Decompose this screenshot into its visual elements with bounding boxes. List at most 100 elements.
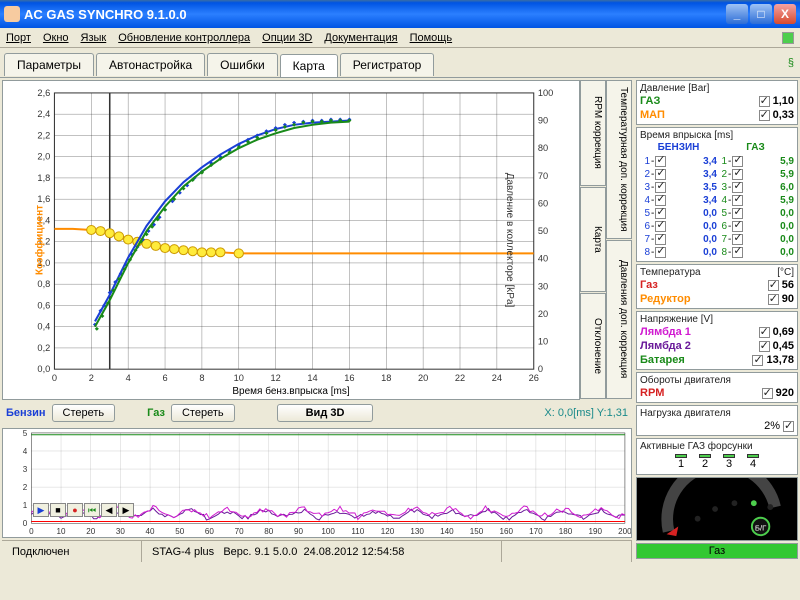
svg-text:150: 150 (470, 527, 484, 536)
main-chart[interactable]: Коэффициент Давление в коллекторе [kPa] … (2, 80, 580, 400)
status-extra (502, 541, 632, 562)
svg-text:90: 90 (294, 527, 304, 536)
view-3d-button[interactable]: Вид 3D (277, 404, 374, 422)
record-button[interactable]: ● (67, 503, 83, 517)
tab-Ошибки[interactable]: Ошибки (207, 53, 278, 76)
svg-text:0: 0 (538, 364, 543, 374)
lambda1-value: 0,69 (773, 325, 794, 339)
battery-value: 13,78 (766, 353, 794, 367)
step-back-button[interactable]: ◀ (101, 503, 117, 517)
menu-Порт[interactable]: Порт (6, 32, 31, 44)
menu-Язык[interactable]: Язык (81, 32, 107, 44)
temperature-panel: Температура[°C] Газ56 Редуктор90 (636, 264, 798, 309)
menu-Опции 3D[interactable]: Опции 3D (262, 32, 312, 44)
tab-Параметры[interactable]: Параметры (4, 53, 94, 76)
svg-text:10: 10 (57, 527, 67, 536)
maximize-button[interactable]: □ (750, 4, 772, 24)
svg-text:16: 16 (344, 373, 354, 383)
battery-label: Батарея (640, 353, 685, 367)
vtab-Карта[interactable]: Карта (580, 187, 606, 293)
svg-text:0,6: 0,6 (37, 301, 50, 311)
menu-Окно[interactable]: Окно (43, 32, 69, 44)
svg-text:2,2: 2,2 (37, 131, 50, 141)
gauge[interactable]: Б/Г (636, 477, 798, 541)
voltage-panel: Напряжение [V] Лямбда 10,69 Лямбда 20,45… (636, 311, 798, 370)
pressure-map-label: МАП (640, 108, 665, 122)
close-button[interactable]: X (774, 4, 796, 24)
menu-Документация[interactable]: Документация (324, 32, 397, 44)
vtab-RPM коррекция[interactable]: RPM коррекция (580, 80, 606, 186)
battery-checkbox[interactable] (752, 355, 763, 366)
lambda2-checkbox[interactable] (759, 341, 770, 352)
svg-text:170: 170 (529, 527, 543, 536)
x-axis-label: Время бенз.впрыска [ms] (232, 386, 349, 397)
svg-text:0,2: 0,2 (37, 343, 50, 353)
svg-text:0: 0 (23, 519, 28, 528)
tab-Автонастройка[interactable]: Автонастройка (96, 53, 205, 76)
svg-text:18: 18 (381, 373, 391, 383)
svg-text:0,0: 0,0 (37, 364, 50, 374)
svg-text:2,4: 2,4 (37, 109, 50, 119)
svg-text:20: 20 (418, 373, 428, 383)
strip-playback-controls: ▶ ■ ● ⏮ ◀ ▶ (33, 503, 134, 517)
menu-Обновление контроллера[interactable]: Обновление контроллера (118, 32, 250, 44)
y-axis-left-label: Коэффициент (35, 205, 46, 275)
svg-text:80: 80 (538, 143, 548, 153)
temp-red-value: 90 (782, 292, 794, 306)
lambda1-label: Лямбда 1 (640, 325, 691, 339)
pressure-map-value: 0,33 (773, 108, 794, 122)
vtab-Температурная доп. коррекция[interactable]: Температурная доп. коррекция (606, 80, 632, 239)
menu-Помощь[interactable]: Помощь (410, 32, 453, 44)
rpm-checkbox[interactable] (762, 388, 773, 399)
svg-text:200: 200 (618, 527, 631, 536)
vtab-Давления доп. коррекция[interactable]: Давления доп. коррекция (606, 240, 632, 399)
step-fwd-button[interactable]: ▶ (118, 503, 134, 517)
injectors-panel: Активные ГАЗ форсунки 1234 (636, 438, 798, 475)
svg-text:180: 180 (559, 527, 573, 536)
svg-text:8: 8 (199, 373, 204, 383)
svg-text:14: 14 (307, 373, 317, 383)
gas-indicator: Газ (636, 543, 798, 559)
svg-text:5: 5 (23, 429, 28, 438)
svg-text:30: 30 (116, 527, 126, 536)
pressure-map-checkbox[interactable] (759, 110, 770, 121)
svg-text:12: 12 (271, 373, 281, 383)
svg-text:10: 10 (234, 373, 244, 383)
right-panel: Давление [Bar] ГАЗ1,10 МАП0,33 Время впр… (634, 78, 800, 596)
svg-text:100: 100 (538, 88, 553, 98)
play-button[interactable]: ▶ (33, 503, 49, 517)
temp-gas-checkbox[interactable] (768, 280, 779, 291)
svg-text:20: 20 (86, 527, 96, 536)
svg-text:50: 50 (175, 527, 185, 536)
petrol-label: Бензин (6, 407, 46, 419)
pressure-panel: Давление [Bar] ГАЗ1,10 МАП0,33 (636, 80, 798, 125)
svg-text:50: 50 (538, 226, 548, 236)
lambda1-checkbox[interactable] (759, 327, 770, 338)
pressure-gas-checkbox[interactable] (759, 96, 770, 107)
tab-Карта[interactable]: Карта (280, 54, 338, 77)
tab-Регистратор[interactable]: Регистратор (340, 53, 435, 76)
status-device: STAG-4 plus Верс. 9.1 5.0.0 24.08.2012 1… (142, 541, 502, 562)
svg-text:1,6: 1,6 (37, 194, 50, 204)
svg-text:20: 20 (538, 309, 548, 319)
svg-text:2,0: 2,0 (37, 152, 50, 162)
minimize-button[interactable]: _ (726, 4, 748, 24)
rewind-button[interactable]: ⏮ (84, 503, 100, 517)
pressure-gas-value: 1,10 (773, 94, 794, 108)
statusbar: Подключен STAG-4 plus Верс. 9.1 5.0.0 24… (2, 540, 632, 562)
stop-button[interactable]: ■ (50, 503, 66, 517)
strip-chart[interactable]: 0102030405060708090100110120130140150160… (2, 428, 632, 538)
temp-red-checkbox[interactable] (768, 294, 779, 305)
inj-time-panel: Время впрыска [ms] БЕНЗИН ГАЗ 1-3,42-3,4… (636, 127, 798, 262)
erase-petrol-button[interactable]: Стереть (52, 404, 116, 422)
svg-text:10: 10 (538, 337, 548, 347)
svg-text:2: 2 (23, 483, 28, 492)
vtab-Отклонение[interactable]: Отклонение (580, 293, 606, 399)
erase-gas-button[interactable]: Стереть (171, 404, 235, 422)
pressure-gas-label: ГАЗ (640, 94, 660, 108)
load-checkbox[interactable] (783, 421, 794, 432)
svg-text:110: 110 (351, 527, 364, 536)
status-led-icon (782, 32, 794, 44)
svg-text:0: 0 (52, 373, 57, 383)
lambda2-label: Лямбда 2 (640, 339, 691, 353)
